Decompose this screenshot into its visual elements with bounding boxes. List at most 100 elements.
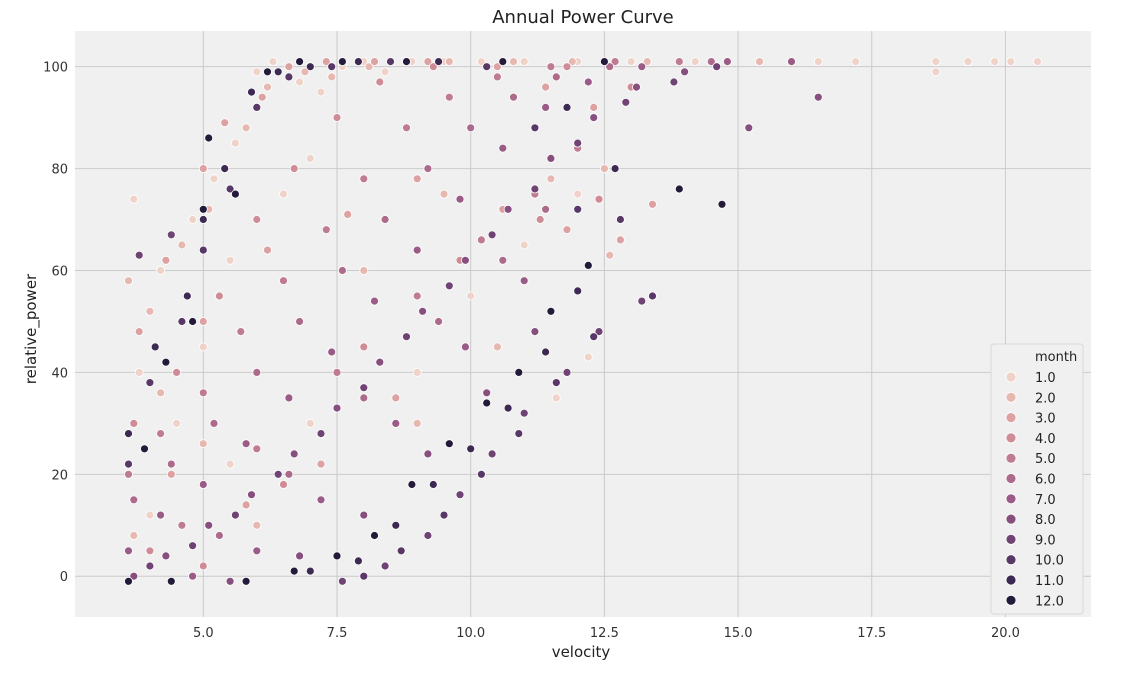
- data-point-month-1.0: [305, 153, 315, 163]
- data-point-month-9.0: [637, 296, 647, 306]
- data-point-month-1.0: [156, 266, 166, 275]
- legend-box: [990, 343, 1084, 615]
- data-point-month-5.0: [492, 72, 502, 82]
- data-point-month-9.0: [134, 250, 144, 260]
- data-point-month-7.0: [455, 194, 465, 204]
- data-point-month-4.0: [198, 561, 208, 571]
- data-point-month-10.0: [530, 123, 540, 133]
- data-point-month-9.0: [230, 510, 240, 520]
- data-point-month-12.0: [295, 57, 305, 66]
- data-point-month-5.0: [674, 57, 684, 66]
- data-point-month-1.0: [279, 189, 288, 199]
- data-point-month-11.0: [503, 403, 513, 413]
- data-point-month-12.0: [444, 439, 454, 449]
- data-point-month-1.0: [316, 87, 326, 97]
- data-point-month-11.0: [124, 429, 133, 439]
- data-point-month-3.0: [198, 164, 208, 174]
- data-point-month-1.0: [851, 57, 861, 66]
- data-points: [124, 57, 1042, 586]
- data-point-month-8.0: [418, 306, 428, 316]
- data-point-month-1.0: [295, 77, 305, 87]
- data-point-month-12.0: [407, 480, 417, 489]
- data-point-month-10.0: [476, 469, 486, 479]
- data-point-month-9.0: [273, 469, 283, 479]
- data-point-month-3.0: [391, 393, 401, 403]
- data-point-month-4.0: [562, 62, 572, 72]
- legend: month 1.0 2.0 3.0 4.0 5.0 6.0 7.0 8.0 9.0 10.0 11.…: [990, 343, 1084, 615]
- data-point-month-2.0: [755, 57, 764, 66]
- data-point-month-5.0: [156, 429, 166, 439]
- data-point-month-1.0: [690, 57, 700, 66]
- data-point-month-10.0: [482, 62, 492, 72]
- data-point-month-12.0: [289, 566, 299, 576]
- data-point-month-12.0: [188, 317, 198, 326]
- legend-marker: [1005, 432, 1017, 444]
- data-point-month-8.0: [813, 92, 823, 102]
- data-point-month-11.0: [573, 286, 583, 296]
- data-point-month-3.0: [166, 469, 176, 479]
- legend-marker: [1005, 534, 1017, 545]
- data-point-month-1.0: [380, 67, 390, 77]
- data-point-month-8.0: [295, 551, 305, 561]
- data-point-month-9.0: [359, 383, 369, 393]
- data-point-month-8.0: [161, 551, 171, 561]
- data-point-month-2.0: [124, 276, 133, 286]
- data-point-month-11.0: [353, 57, 363, 66]
- data-point-month-5.0: [236, 327, 246, 337]
- data-point-month-4.0: [594, 194, 604, 204]
- data-point-month-7.0: [241, 439, 251, 449]
- data-point-month-9.0: [573, 138, 583, 148]
- data-point-month-5.0: [402, 123, 411, 133]
- data-point-month-9.0: [145, 561, 155, 571]
- data-point-month-6.0: [129, 495, 139, 505]
- data-point-month-4.0: [375, 77, 385, 87]
- data-point-month-5.0: [321, 225, 331, 235]
- data-point-month-1.0: [551, 393, 561, 403]
- data-point-month-6.0: [252, 367, 262, 377]
- data-point-month-9.0: [402, 332, 411, 342]
- data-point-month-7.0: [583, 77, 593, 87]
- data-point-month-12.0: [674, 184, 684, 194]
- data-point-month-1.0: [134, 367, 144, 377]
- legend-label: 8.0: [1035, 513, 1056, 528]
- data-point-month-8.0: [225, 576, 235, 586]
- chart-title: Annual Power Curve: [492, 7, 674, 28]
- data-point-month-9.0: [166, 230, 176, 240]
- data-point-month-10.0: [252, 103, 262, 112]
- data-point-month-12.0: [583, 260, 593, 270]
- data-point-month-5.0: [198, 388, 208, 398]
- data-point-month-11.0: [273, 67, 283, 77]
- data-point-month-10.0: [327, 62, 337, 72]
- data-point-month-6.0: [466, 123, 476, 133]
- data-point-month-1.0: [990, 57, 1000, 66]
- data-point-month-12.0: [600, 57, 609, 66]
- data-point-month-6.0: [434, 317, 444, 326]
- legend-marker: [1005, 412, 1017, 424]
- data-point-month-4.0: [145, 546, 155, 556]
- data-point-month-4.0: [289, 164, 299, 174]
- data-point-month-11.0: [220, 164, 230, 174]
- data-point-month-2.0: [546, 174, 556, 184]
- data-point-month-2.0: [492, 342, 502, 352]
- data-point-month-1.0: [1006, 57, 1016, 66]
- y-tick-label: 20: [51, 468, 68, 483]
- legend-label: 11.0: [1035, 574, 1064, 589]
- x-tick-label: 20.0: [991, 626, 1020, 641]
- data-point-month-12.0: [263, 67, 272, 77]
- data-point-month-10.0: [198, 245, 208, 255]
- data-point-month-6.0: [337, 266, 347, 275]
- data-point-month-2.0: [444, 57, 454, 66]
- legend-label: 5.0: [1035, 452, 1056, 467]
- data-point-month-3.0: [241, 500, 251, 510]
- data-point-month-6.0: [166, 459, 176, 469]
- grid-lines: [75, 31, 1091, 617]
- data-point-month-4.0: [359, 342, 369, 352]
- data-point-month-5.0: [546, 62, 556, 72]
- data-point-month-6.0: [380, 215, 390, 224]
- data-point-month-5.0: [359, 174, 369, 184]
- data-point-month-1.0: [225, 255, 235, 265]
- legend-label: 7.0: [1035, 493, 1056, 508]
- data-point-month-5.0: [252, 444, 262, 454]
- legend-entries: 1.0 2.0 3.0 4.0 5.0 6.0 7.0 8.0 9.0 10.0 11.0 12.0: [1005, 371, 1064, 609]
- data-point-month-11.0: [305, 566, 315, 576]
